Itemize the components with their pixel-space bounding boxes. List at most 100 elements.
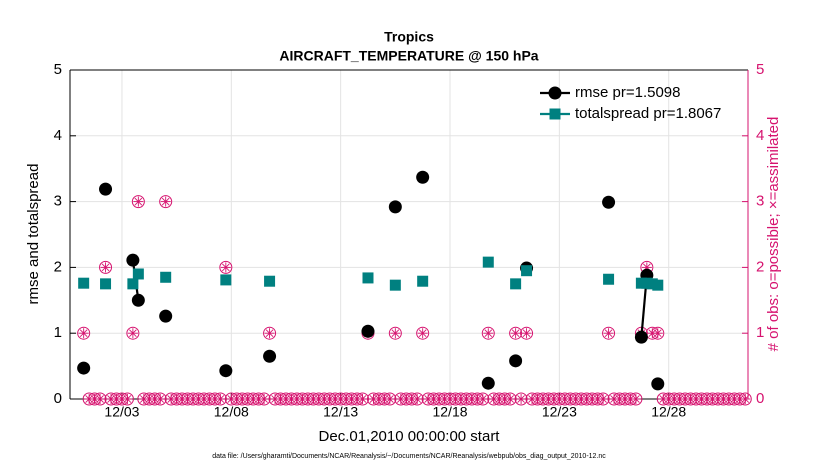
marker-part: [741, 395, 750, 403]
marker-part: [402, 395, 411, 403]
marker-part: [703, 395, 711, 403]
point: [481, 376, 495, 390]
obs-assimilated: [264, 328, 275, 339]
obs-possible: [159, 195, 173, 209]
x-tick-label: 12/18: [432, 404, 467, 420]
point: [132, 268, 144, 280]
y-tick-label: 2: [54, 258, 62, 275]
marker-part: [735, 395, 744, 403]
marker-part: [216, 395, 225, 403]
marker-part: [342, 395, 350, 403]
marker-part: [708, 395, 717, 403]
marker-part: [172, 395, 181, 403]
obs-possible: [388, 326, 402, 340]
point: [100, 278, 112, 290]
obs-assimilated: [215, 394, 226, 404]
y-axis-label: rmse and totalspread: [25, 164, 42, 305]
marker-part: [194, 395, 203, 403]
marker-part: [582, 395, 591, 403]
point: [126, 253, 140, 267]
marker-part: [183, 395, 192, 403]
y-tick-label: 4: [54, 127, 62, 144]
marker-part: [227, 395, 236, 403]
marker-part: [528, 395, 536, 403]
marker-part: [457, 395, 465, 403]
obs-possible: [481, 326, 495, 340]
x-tick-label: 12/03: [104, 404, 139, 420]
point: [603, 273, 615, 285]
marker-part: [621, 395, 629, 403]
y-tick-label: 5: [54, 61, 62, 78]
obs-assimilated: [598, 394, 609, 404]
marker-part: [719, 395, 728, 403]
marker-part: [118, 395, 126, 403]
marker-part: [593, 395, 602, 403]
obs-assimilated: [259, 394, 270, 404]
point: [521, 265, 533, 277]
marker-part: [205, 395, 214, 403]
marker-part: [85, 395, 93, 403]
y2-tick-label: 0: [756, 390, 764, 407]
marker-part: [571, 395, 580, 403]
obs-assimilated: [412, 394, 423, 404]
marker-part: [200, 395, 208, 403]
marker-part: [413, 395, 422, 403]
marker-part: [550, 395, 558, 403]
marker-part: [489, 395, 498, 403]
obs-assimilated: [357, 394, 368, 404]
marker-part: [243, 395, 252, 403]
point: [77, 361, 91, 375]
marker-part: [604, 329, 613, 338]
obs-assimilated: [516, 394, 527, 404]
marker-part: [347, 395, 356, 403]
marker-part: [697, 395, 706, 403]
marker-part: [358, 395, 367, 403]
marker-part: [150, 395, 159, 403]
marker-part: [730, 395, 739, 403]
legend-label: rmse pr=1.5098: [575, 84, 680, 101]
marker-part: [468, 395, 476, 403]
marker-part: [440, 395, 449, 403]
marker-part: [156, 395, 165, 403]
obs-assimilated: [133, 196, 144, 207]
marker-part: [96, 395, 104, 403]
obs-possible: [738, 392, 752, 406]
marker-part: [221, 263, 230, 272]
marker-part: [287, 395, 296, 403]
point: [159, 309, 173, 323]
marker-part: [435, 395, 443, 403]
obs-assimilated: [160, 196, 171, 207]
point: [99, 182, 113, 196]
marker-part: [424, 395, 432, 403]
obs-assimilated: [100, 262, 111, 273]
y2-tick-label: 4: [756, 127, 764, 144]
x-tick-label: 12/13: [323, 404, 358, 420]
marker-part: [429, 395, 438, 403]
marker-part: [473, 395, 482, 403]
obs-possible: [120, 392, 134, 406]
marker-part: [500, 395, 509, 403]
legend-label: totalspread pr=1.8067: [575, 105, 721, 122]
obs-possible: [520, 326, 534, 340]
marker-part: [555, 395, 564, 403]
marker-part: [331, 395, 340, 403]
obs-possible: [99, 260, 113, 274]
y2-tick-label: 2: [756, 258, 764, 275]
obs-assimilated: [95, 394, 106, 404]
marker-part: [566, 395, 575, 403]
obs-assimilated: [652, 328, 663, 339]
marker-part: [320, 395, 329, 403]
marker-part: [271, 395, 279, 403]
marker-part: [418, 329, 427, 338]
marker-part: [112, 395, 121, 403]
obs-assimilated: [155, 394, 166, 404]
point: [78, 277, 90, 289]
obs-possible: [131, 195, 145, 209]
obs-assimilated: [740, 394, 751, 404]
y2-tick-label: 1: [756, 324, 764, 341]
point: [417, 275, 429, 287]
y-tick-label: 3: [54, 193, 62, 210]
marker-part: [451, 395, 460, 403]
marker-part: [249, 395, 258, 403]
